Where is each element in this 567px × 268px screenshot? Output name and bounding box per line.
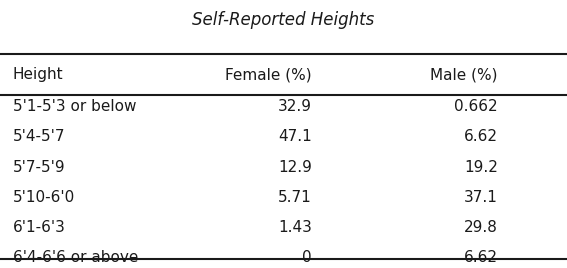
Text: Self-Reported Heights: Self-Reported Heights [192, 11, 375, 29]
Text: 5'4-5'7: 5'4-5'7 [12, 129, 65, 144]
Text: Female (%): Female (%) [225, 68, 312, 83]
Text: Height: Height [12, 68, 64, 83]
Text: 6.62: 6.62 [464, 250, 498, 265]
Text: 1.43: 1.43 [278, 220, 312, 235]
Text: 5'7-5'9: 5'7-5'9 [12, 159, 65, 174]
Text: 0.662: 0.662 [454, 99, 498, 114]
Text: 19.2: 19.2 [464, 159, 498, 174]
Text: 32.9: 32.9 [278, 99, 312, 114]
Text: 29.8: 29.8 [464, 220, 498, 235]
Text: 6.62: 6.62 [464, 129, 498, 144]
Text: 0: 0 [302, 250, 312, 265]
Text: 12.9: 12.9 [278, 159, 312, 174]
Text: 5'1-5'3 or below: 5'1-5'3 or below [12, 99, 136, 114]
Text: Male (%): Male (%) [430, 68, 498, 83]
Text: 6'1-6'3: 6'1-6'3 [12, 220, 66, 235]
Text: 6'4-6'6 or above: 6'4-6'6 or above [12, 250, 138, 265]
Text: 5'10-6'0: 5'10-6'0 [12, 190, 75, 205]
Text: 5.71: 5.71 [278, 190, 312, 205]
Text: 37.1: 37.1 [464, 190, 498, 205]
Text: 47.1: 47.1 [278, 129, 312, 144]
